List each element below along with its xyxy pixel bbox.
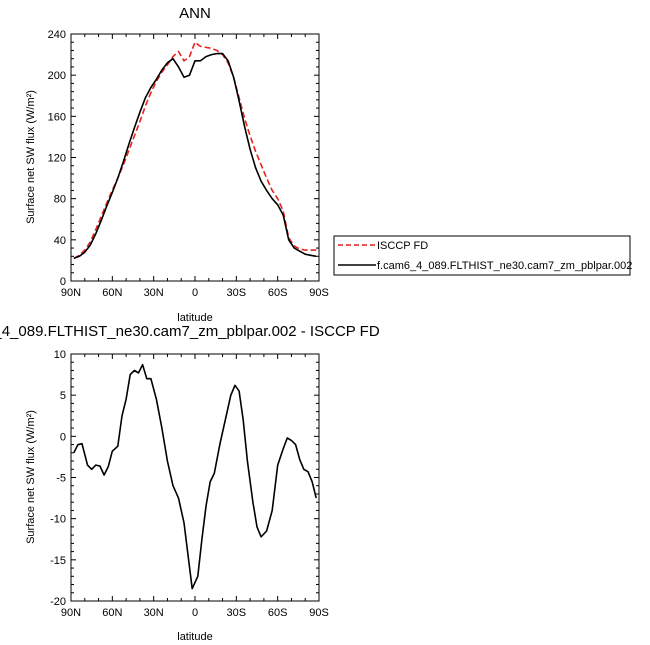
top-xtick-label-6: 90S <box>309 287 329 299</box>
top-xtick-label-5: 60S <box>268 287 288 299</box>
bottom-chart-marks <box>73 363 317 590</box>
top-ytick-label-1: 40 <box>54 235 66 247</box>
top-series-line-0 <box>73 41 317 260</box>
bottom-xtick-label-6: 90S <box>309 607 329 619</box>
bottom-chart-ylabel: Surface net SW flux (W/m²) <box>25 410 37 544</box>
bottom-xtick-label-2: 30N <box>144 607 164 619</box>
top-ytick-label-3: 120 <box>48 153 66 165</box>
top-ytick-label-4: 160 <box>48 111 66 123</box>
bottom-chart-panel: f.cam6_4_089.FLTHIST_ne30.cam7_zm_pblpar… <box>0 323 380 643</box>
bottom-ytick-label-1: -15 <box>50 555 66 567</box>
bottom-ytick-label-6: 10 <box>54 349 66 361</box>
bottom-chart-frame <box>70 353 320 602</box>
legend-label-model: f.cam6_4_089.FLTHIST_ne30.cam7_zm_pblpar… <box>377 260 632 272</box>
top-chart-ticks: 90N 60N 30N 0 30S 60S 90S 0 40 80 120 160 200 240 <box>48 29 329 299</box>
bottom-chart-xlabel: latitude <box>177 631 212 643</box>
bottom-ytick-label-3: -5 <box>56 473 66 485</box>
top-chart-ylabel: Surface net SW flux (W/m²) <box>25 90 37 224</box>
legend-label-iscc: ISCCP FD <box>377 240 428 252</box>
top-xtick-label-0: 90N <box>61 287 81 299</box>
top-ytick-label-2: 80 <box>54 194 66 206</box>
top-chart-marks <box>73 41 317 260</box>
bottom-ytick-label-2: -10 <box>50 514 66 526</box>
top-chart-panel: ANN 90N 60N 30N 0 30S 60S 90S 0 40 80 120 160 200 240… <box>25 5 329 324</box>
top-xtick-label-2: 30N <box>144 287 164 299</box>
bottom-xtick-label-4: 30S <box>227 607 247 619</box>
bottom-series-line-0 <box>73 363 317 590</box>
top-series-line-1 <box>73 52 317 260</box>
top-ytick-label-0: 0 <box>60 276 66 288</box>
bottom-chart-ticks: 90N 60N 30N 0 30S 60S 90S -20 -15 -10 -5 0 5 10 <box>50 349 329 619</box>
bottom-xtick-label-5: 60S <box>268 607 288 619</box>
top-xtick-label-1: 60N <box>102 287 122 299</box>
bottom-xtick-label-0: 90N <box>61 607 81 619</box>
top-ytick-label-5: 200 <box>48 70 66 82</box>
top-ytick-label-6: 240 <box>48 29 66 41</box>
bottom-xtick-label-3: 0 <box>192 607 198 619</box>
bottom-xtick-label-1: 60N <box>102 607 122 619</box>
bottom-chart-title: f.cam6_4_089.FLTHIST_ne30.cam7_zm_pblpar… <box>0 323 380 340</box>
bottom-ytick-label-4: 0 <box>60 431 66 443</box>
top-xtick-label-4: 30S <box>227 287 247 299</box>
top-chart-title: ANN <box>179 5 211 22</box>
bottom-ytick-label-0: -20 <box>50 596 66 608</box>
top-chart-xlabel: latitude <box>177 312 212 324</box>
top-chart-frame <box>70 33 320 282</box>
legend: ISCCP FD f.cam6_4_089.FLTHIST_ne30.cam7_… <box>333 235 632 276</box>
top-xtick-label-3: 0 <box>192 287 198 299</box>
bottom-ytick-label-5: 5 <box>60 390 66 402</box>
legend-box <box>333 235 631 276</box>
